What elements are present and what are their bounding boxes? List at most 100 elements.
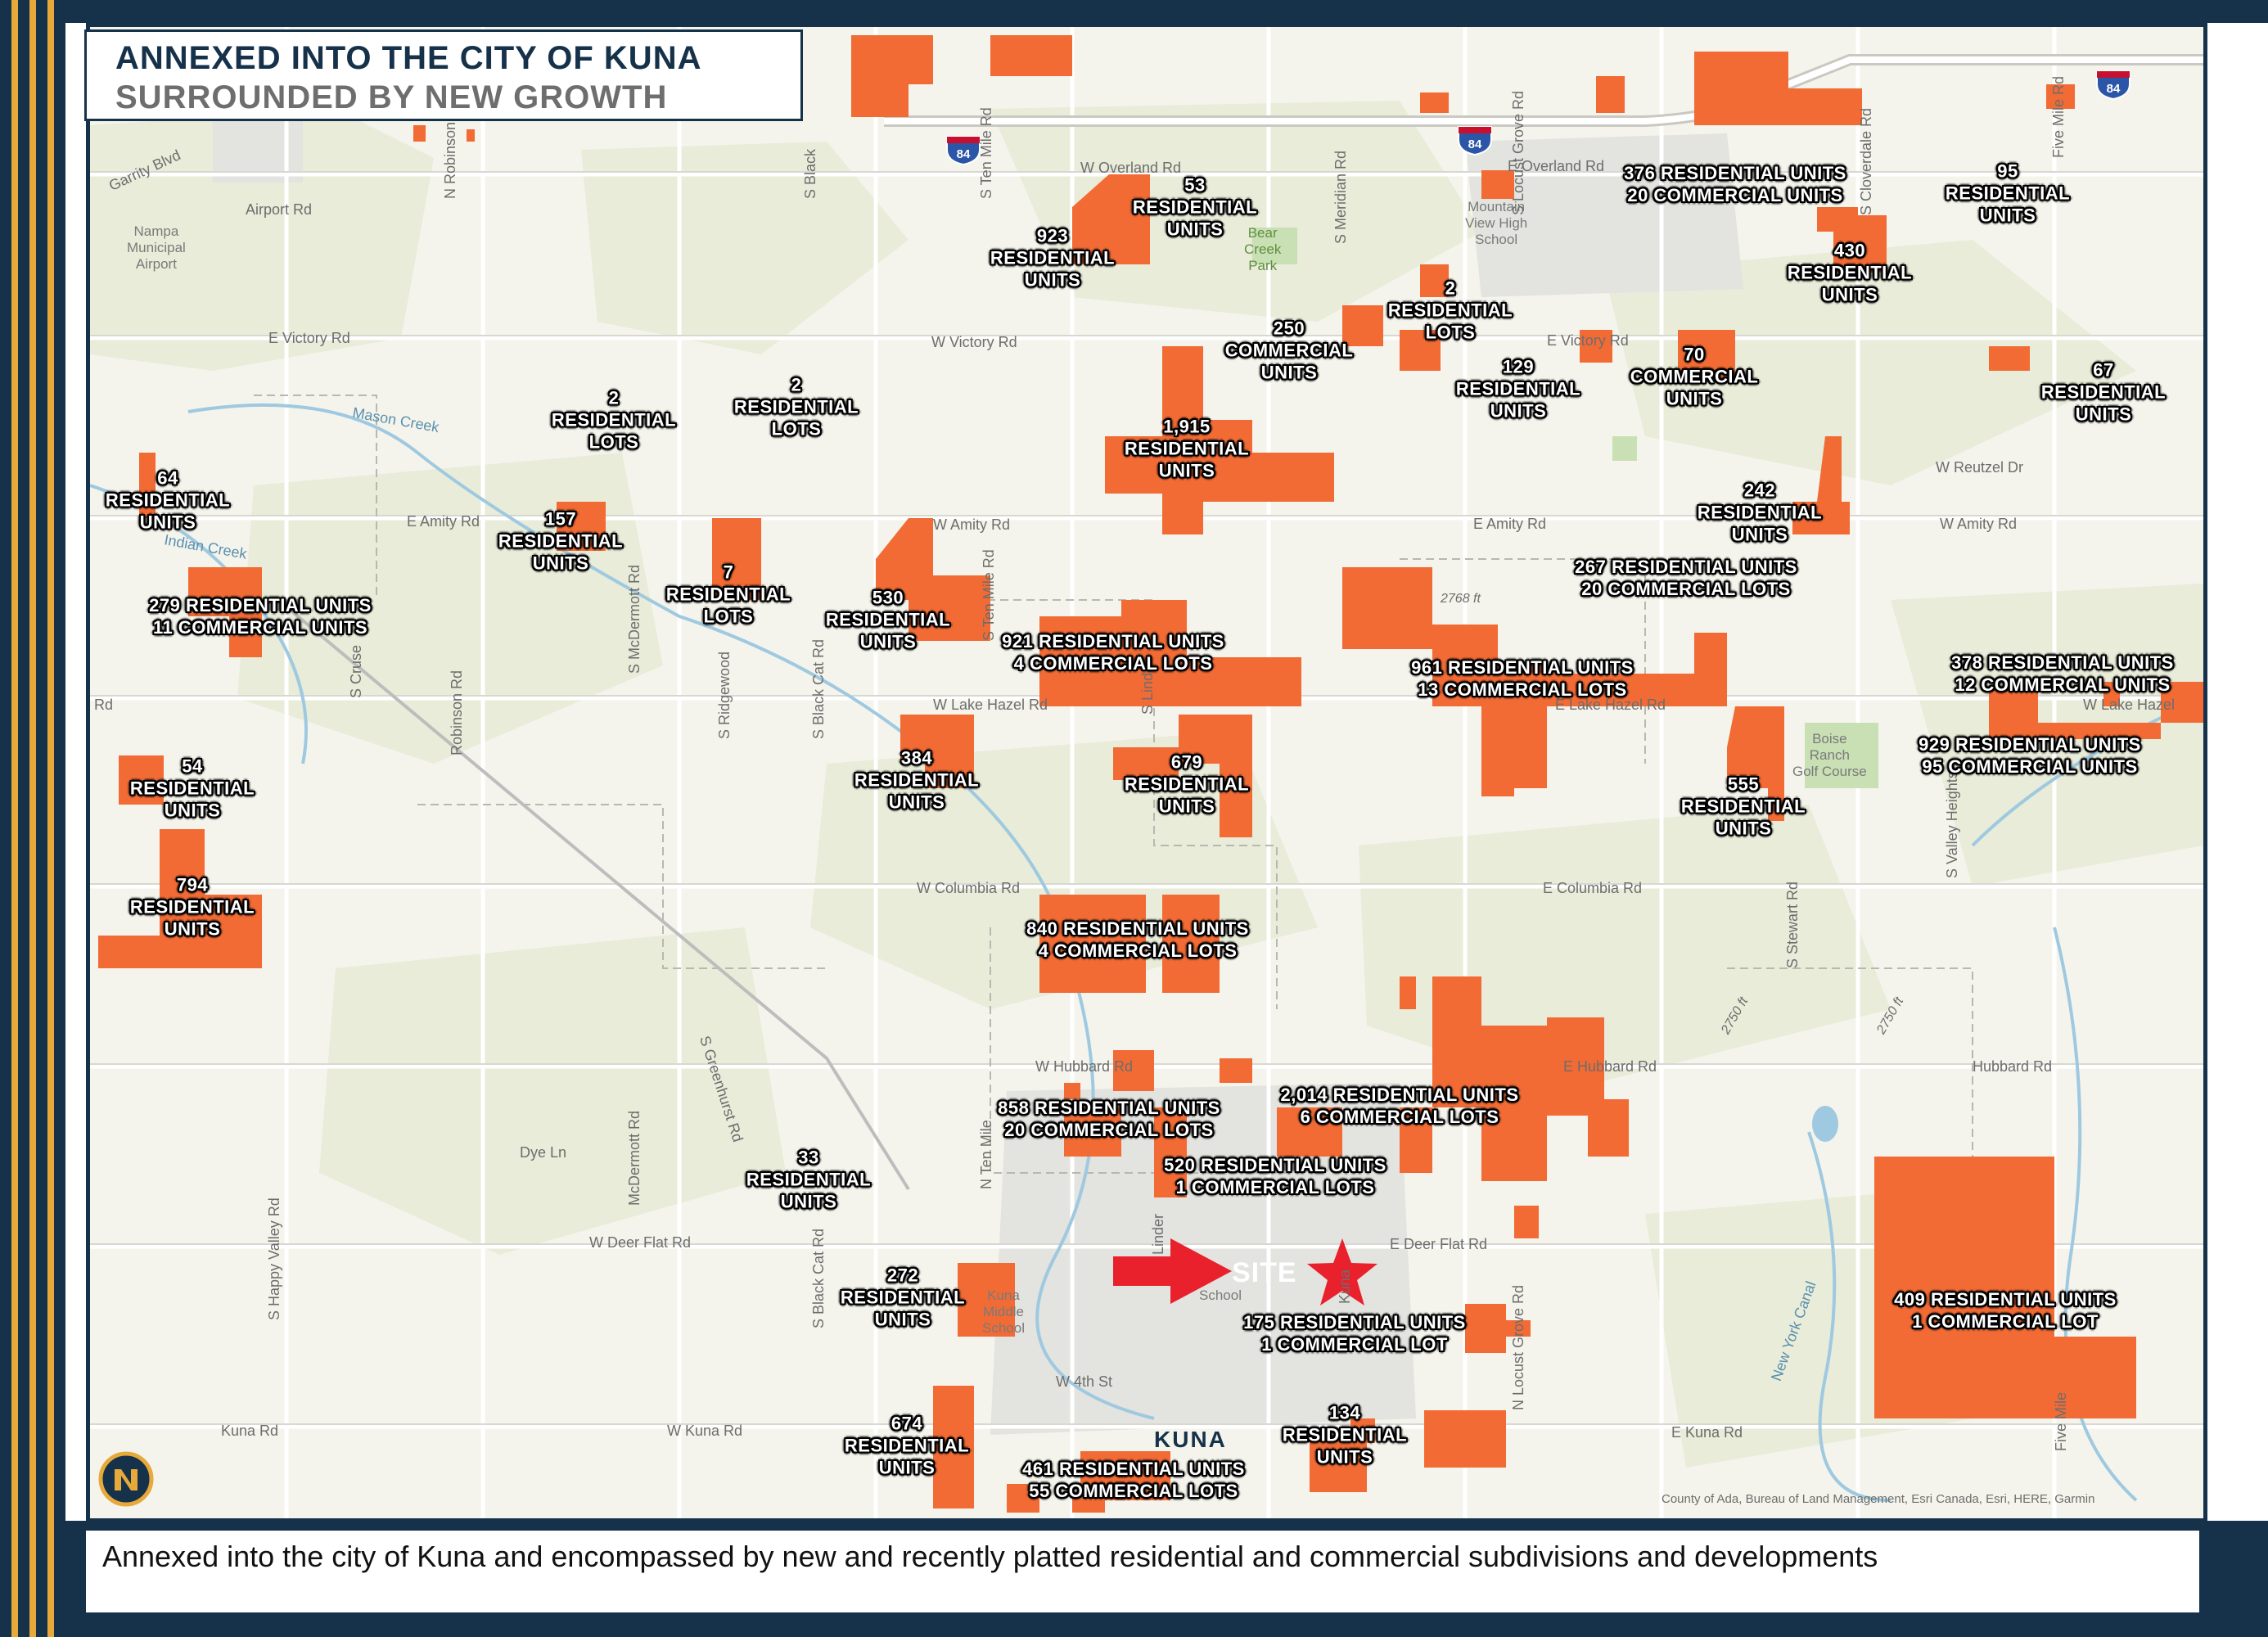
place-label: Kuna Middle School — [982, 1288, 1025, 1336]
road-label: Airport Rd — [246, 201, 313, 218]
map-attribution: County of Ada, Bureau of Land Management… — [1662, 1492, 2095, 1506]
road-label: W Victory Rd — [931, 334, 1017, 350]
road-label: S Ridgewood — [716, 651, 733, 739]
elevation-label: 2768 ft — [1441, 592, 1481, 606]
decorative-stripe-navy — [18, 0, 29, 1637]
development-label: 134 RESIDENTIAL UNITS — [1282, 1402, 1408, 1468]
road-label: E Hubbard Rd — [1563, 1058, 1657, 1075]
road-label: S Black — [802, 148, 818, 199]
development-label: 267 RESIDENTIAL UNITS 20 COMMERCIAL LOTS — [1575, 557, 1797, 599]
development-label: 2 RESIDENTIAL LOTS — [1387, 277, 1513, 343]
road-label: W Amity Rd — [933, 516, 1011, 533]
site-marker — [1113, 1238, 1377, 1306]
road-label: E Victory Rd — [268, 330, 350, 346]
development-label: 95 RESIDENTIAL UNITS — [1945, 160, 2071, 226]
road-label: Hubbard Rd — [1973, 1058, 2053, 1075]
development-label: 53 RESIDENTIAL UNITS — [1132, 174, 1258, 240]
development-label: 175 RESIDENTIAL UNITS 1 COMMERCIAL LOT — [1243, 1312, 1466, 1355]
map-title-box: ANNEXED INTO THE CITY OF KUNA SURROUNDED… — [84, 29, 803, 121]
road-label: E Amity Rd — [1473, 516, 1547, 532]
road-label: S Black Cat Rd — [810, 1228, 827, 1328]
road-label: N Robinson — [442, 121, 458, 199]
development-label: 157 RESIDENTIAL UNITS — [498, 508, 624, 574]
road-label: W Deer Flat Rd — [589, 1234, 692, 1251]
road-label: E Amity Rd — [407, 513, 480, 530]
road-label: S Cruse — [348, 644, 364, 698]
road-label: W Columbia Rd — [917, 880, 1021, 896]
development-label: 921 RESIDENTIAL UNITS 4 COMMERCIAL LOTS — [1002, 631, 1224, 674]
road-label: E Deer Flat Rd — [1390, 1236, 1488, 1252]
development-label: 7 RESIDENTIAL LOTS — [665, 561, 791, 627]
railroad-line — [277, 598, 910, 1191]
decorative-stripe-navy — [36, 0, 47, 1637]
road-label: E Kuna Rd — [1671, 1424, 1743, 1441]
boundary-lines — [254, 395, 1973, 1174]
road-label: Five Mile — [2053, 1391, 2069, 1451]
caption-box: Annexed into the city of Kuna and encomp… — [86, 1531, 2199, 1612]
development-label: 409 RESIDENTIAL UNITS 1 COMMERCIAL LOT — [1894, 1289, 2117, 1332]
road-label: Kuna Rd — [221, 1423, 279, 1439]
road-label: S Ten Mile Rd — [981, 549, 997, 641]
site-arrow-icon — [1113, 1238, 1232, 1304]
svg-text:84: 84 — [2107, 82, 2121, 96]
site-label: SITE — [1232, 1257, 1297, 1288]
decorative-stripe-navy — [54, 0, 65, 1637]
road-label: N Ten Mile — [978, 1120, 994, 1189]
interstate-84-shield-icon: 84 — [1457, 124, 1493, 160]
development-label: 840 RESIDENTIAL UNITS 4 COMMERCIAL LOTS — [1026, 918, 1249, 961]
development-label: 378 RESIDENTIAL UNITS 12 COMMERCIAL UNITS — [1951, 652, 2174, 695]
place-label: Boise Ranch Golf Course — [1792, 731, 1867, 779]
road-label: W Amity Rd — [1940, 516, 2018, 532]
road-label: E Lake Hazel Rd — [1555, 697, 1666, 713]
road-grid-outline — [90, 171, 2203, 1425]
decorative-stripe-navy — [0, 0, 11, 1637]
road-label: S Stewart Rd — [1784, 881, 1801, 968]
road-label: S Ten Mile Rd — [978, 107, 994, 199]
development-label: 272 RESIDENTIAL UNITS — [840, 1265, 966, 1330]
road-label: Robinson Rd — [449, 670, 465, 755]
road-label: S Cloverdale Rd — [1858, 107, 1874, 215]
road-label: Linder — [1150, 1213, 1166, 1255]
parks — [1252, 228, 1878, 788]
road-label: S Meridian Rd — [1332, 150, 1349, 244]
road-label: Five Mile Rd — [2050, 75, 2067, 158]
road-label: Rd — [94, 697, 114, 713]
development-label: 520 RESIDENTIAL UNITS 1 COMMERCIAL LOTS — [1164, 1155, 1387, 1197]
development-label: 2 RESIDENTIAL LOTS — [733, 374, 859, 440]
development-label: 430 RESIDENTIAL UNITS — [1787, 240, 1913, 305]
development-label: 461 RESIDENTIAL UNITS 55 COMMERCIAL LOTS — [1022, 1459, 1245, 1501]
road-label: W Hubbard Rd — [1035, 1058, 1134, 1075]
place-label: Bear Creek Park — [1244, 225, 1282, 273]
site-star-icon — [1307, 1238, 1377, 1306]
compass-logo-icon — [98, 1451, 154, 1507]
road-label: S Valley Heights — [1944, 771, 1960, 878]
map-canvas[interactable] — [90, 27, 2203, 1518]
development-label: 794 RESIDENTIAL UNITS — [129, 874, 255, 940]
road-label: W Lake Hazel — [2083, 697, 2176, 713]
decorative-stripe-gold — [11, 0, 18, 1637]
page-subtitle: SURROUNDED BY NEW GROWTH — [115, 79, 668, 115]
road-label: S Locust Grove Rd — [1510, 90, 1526, 215]
road-label: W Lake Hazel Rd — [933, 697, 1048, 713]
development-label: 279 RESIDENTIAL UNITS 11 COMMERCIAL UNITS — [149, 595, 372, 638]
development-label: 555 RESIDENTIAL UNITS — [1680, 773, 1806, 839]
road-label: E Columbia Rd — [1543, 880, 1643, 896]
development-label: 961 RESIDENTIAL UNITS 13 COMMERCIAL LOTS — [1411, 657, 1634, 700]
development-label: 384 RESIDENTIAL UNITS — [854, 747, 980, 813]
development-label: 64 RESIDENTIAL UNITS — [105, 467, 231, 533]
page-title: ANNEXED INTO THE CITY OF KUNA — [115, 40, 702, 76]
road-label: W Reutzel Dr — [1936, 459, 2024, 476]
interstate-84-shield-icon: 84 — [945, 133, 981, 170]
road-label: W Overland Rd — [1080, 160, 1182, 176]
development-label: 250 COMMERCIAL UNITS — [1224, 318, 1354, 383]
development-label: 129 RESIDENTIAL UNITS — [1455, 356, 1581, 422]
road-label: Dye Ln — [520, 1144, 567, 1161]
map-frame[interactable]: 84 84 84 W Overland Rd E Overland Rd Gar… — [86, 23, 2207, 1522]
road-label: S McDermott Rd — [626, 564, 643, 674]
svg-text:84: 84 — [1468, 138, 1482, 151]
road-label: N Locust Grove Rd — [1510, 1284, 1526, 1410]
development-label: 530 RESIDENTIAL UNITS — [825, 587, 951, 652]
road-label: E Overland Rd — [1508, 158, 1605, 174]
place-label: Mountain View High School — [1465, 199, 1528, 247]
development-label: 2 RESIDENTIAL LOTS — [551, 387, 677, 453]
